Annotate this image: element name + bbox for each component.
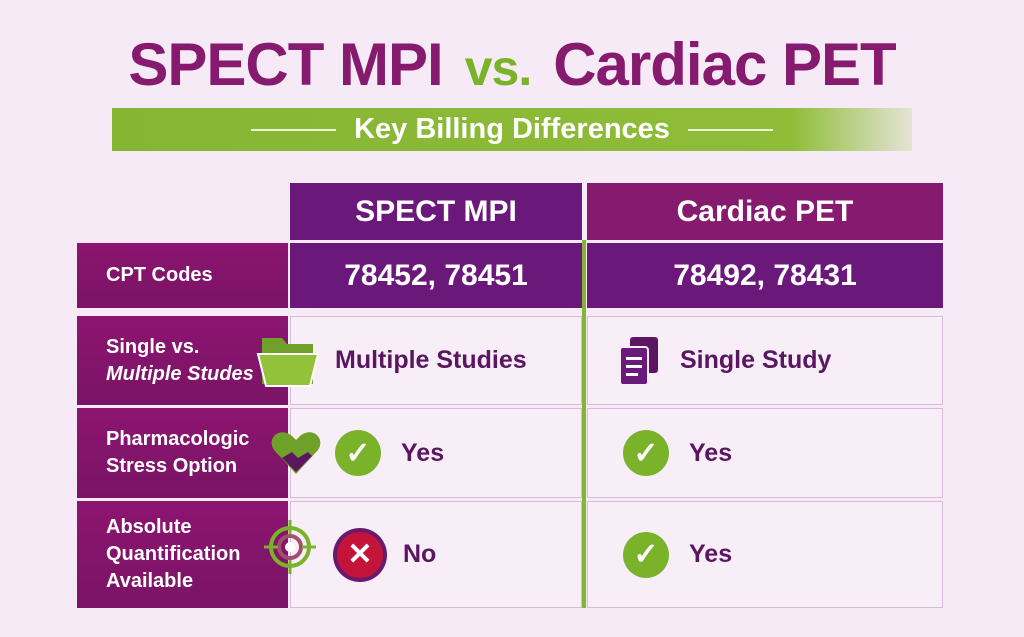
broken-heart-icon <box>271 432 321 474</box>
column-header-pet: Cardiac PET <box>587 183 943 240</box>
row-label-stress: Pharmacologic Stress Option <box>77 408 288 498</box>
subtitle: Key Billing Differences <box>354 113 670 145</box>
page-title: SPECT MPI vs. Cardiac PET <box>0 30 1024 99</box>
row-label-quantification: Absolute Quantification Available <box>77 501 288 608</box>
row-label-studies: Single vs. Multiple Studes <box>77 316 288 405</box>
spect-quantification: ✕ No <box>290 501 582 608</box>
pet-quantification: ✓ Yes <box>587 501 943 608</box>
row-label-text: CPT Codes <box>106 264 213 286</box>
title-left: SPECT MPI <box>128 31 443 98</box>
subtitle-banner: Key Billing Differences <box>112 108 912 151</box>
row-label-text: Multiple Studes <box>106 362 254 385</box>
row-label-text: Quantification <box>106 543 241 565</box>
pet-cpt-codes: 78492, 78431 <box>587 243 943 308</box>
check-circle-icon: ✓ <box>623 430 669 476</box>
spect-cpt-codes: 78452, 78451 <box>290 243 582 308</box>
check-circle-icon: ✓ <box>335 430 381 476</box>
title-vs: vs. <box>464 40 533 96</box>
column-header-spect: SPECT MPI <box>290 183 582 240</box>
cell-text: No <box>403 540 437 568</box>
cell-text: Yes <box>689 438 733 467</box>
row-label-text: Pharmacologic <box>106 428 250 450</box>
spect-studies: Multiple Studies <box>290 316 582 405</box>
row-label-text: Available <box>106 570 194 592</box>
cell-text: Single Study <box>680 346 832 374</box>
divider <box>251 128 337 131</box>
check-circle-icon: ✓ <box>623 531 669 578</box>
target-icon <box>264 520 316 574</box>
folder-icon <box>256 338 320 387</box>
pet-studies: Single Study <box>587 316 943 405</box>
row-label-text: Absolute <box>106 516 192 538</box>
row-label-text: Stress Option <box>106 455 238 477</box>
row-label-cpt: CPT Codes <box>77 243 288 308</box>
x-circle-icon: ✕ <box>337 531 383 578</box>
cell-text: Yes <box>689 540 733 568</box>
spect-stress: ✓ Yes <box>290 408 582 498</box>
cell-text: Multiple Studies <box>335 346 527 374</box>
title-right: Cardiac PET <box>553 31 896 98</box>
row-label-text: Single vs. <box>106 335 200 358</box>
divider <box>687 128 773 131</box>
cell-text: Yes <box>401 438 445 467</box>
column-divider <box>582 240 586 608</box>
documents-icon <box>619 336 658 386</box>
pet-stress: ✓ Yes <box>587 408 943 498</box>
